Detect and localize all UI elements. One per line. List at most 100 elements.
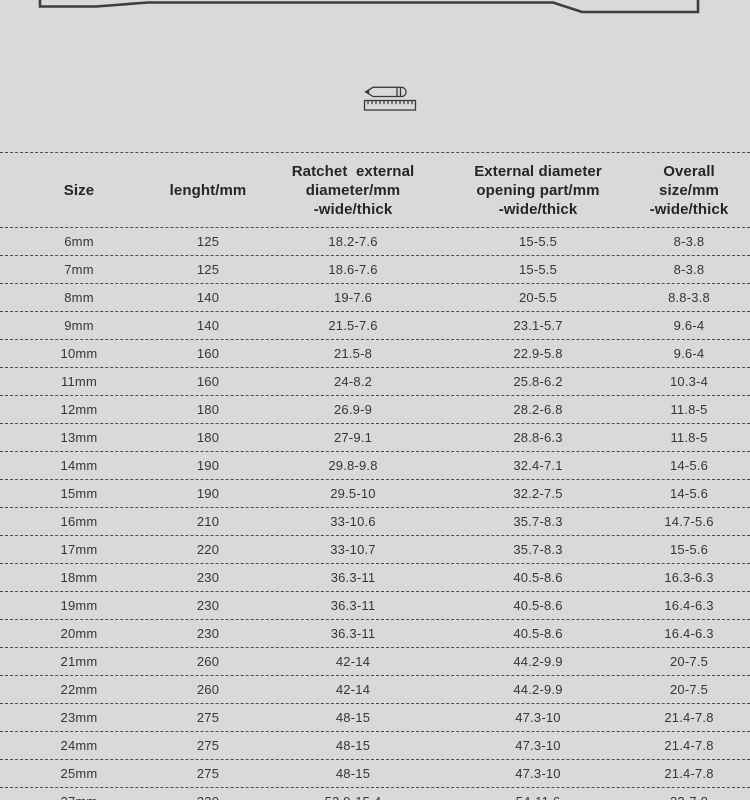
- cell-opening-diameter: 47.3-10: [515, 710, 561, 725]
- cell-opening-diameter: 35.7-8.3: [513, 542, 563, 557]
- cell-overall-size: 16.4-6.3: [664, 626, 714, 641]
- cell-size: 10mm: [60, 346, 98, 361]
- cell-size: 11mm: [61, 374, 97, 389]
- cell-length: 125: [196, 262, 220, 277]
- wrench-outline-illustration: [38, 0, 700, 14]
- cell-overall-size: 20-7.5: [669, 654, 709, 669]
- cell-ratchet-diameter: 36.3-11: [330, 570, 376, 585]
- cell-ratchet-diameter: 48-15: [335, 710, 371, 725]
- col-header-ratchet-diameter: Ratchet external diameter/mm -wide/thick: [291, 162, 415, 218]
- spec-table: Size lenght/mm Ratchet external diameter…: [0, 152, 750, 800]
- cell-ratchet-diameter: 21.5-7.6: [328, 318, 378, 333]
- table-row: 27mm 330 52.9-15.4 54-11.6 23-7.8: [0, 788, 750, 800]
- cell-length: 160: [196, 346, 220, 361]
- cell-opening-diameter: 47.3-10: [515, 766, 561, 781]
- col-header-opening-diameter: External diameter opening part/mm -wide/…: [474, 162, 602, 218]
- table-row: 22mm 260 42-14 44.2-9.9 20-7.5: [0, 676, 750, 704]
- cell-opening-diameter: 40.5-8.6: [513, 598, 563, 613]
- ruler-icon: [363, 99, 417, 111]
- table-row: 19mm 230 36.3-11 40.5-8.6 16.4-6.3: [0, 592, 750, 620]
- col-header-length: lenght/mm: [169, 181, 247, 199]
- cell-length: 330: [158, 794, 258, 800]
- table-row: 7mm 125 18.6-7.6 15-5.5 8-3.8: [0, 256, 750, 284]
- pencil-icon: [364, 86, 407, 98]
- cell-overall-size: 23-7.8: [628, 794, 750, 800]
- cell-ratchet-diameter: 24-8.2: [333, 374, 373, 389]
- cell-size: 20mm: [60, 626, 98, 641]
- cell-overall-size: 21.4-7.8: [664, 710, 714, 725]
- cell-ratchet-diameter: 18.6-7.6: [328, 262, 378, 277]
- cell-size: 12mm: [60, 402, 98, 417]
- col-header-overall-size: Overall size/mm -wide/thick: [649, 162, 729, 218]
- table-row: 10mm 160 21.5-8 22.9-5.8 9.6-4: [0, 340, 750, 368]
- cell-ratchet-diameter: 48-15: [335, 766, 371, 781]
- cell-length: 275: [196, 738, 220, 753]
- cell-opening-diameter: 22.9-5.8: [513, 346, 563, 361]
- cell-overall-size: 8.8-3.8: [668, 290, 710, 305]
- pencil-ruler-icon: [363, 86, 417, 111]
- cell-overall-size: 8-3.8: [673, 262, 705, 277]
- cell-length: 140: [196, 290, 220, 305]
- cell-overall-size: 9.6-4: [673, 346, 705, 361]
- cell-ratchet-diameter: 42-14: [335, 682, 371, 697]
- cell-size: 15mm: [60, 486, 98, 501]
- cell-length: 220: [196, 542, 220, 557]
- cell-overall-size: 14-5.6: [669, 486, 709, 501]
- cell-overall-size: 20-7.5: [669, 682, 709, 697]
- cell-overall-size: 16.4-6.3: [664, 598, 714, 613]
- cell-overall-size: 15-5.6: [669, 542, 709, 557]
- cell-opening-diameter: 44.2-9.9: [513, 654, 563, 669]
- cell-overall-size: 11.8-5: [670, 402, 708, 417]
- cell-overall-size: 11.8-5: [670, 430, 708, 445]
- cell-ratchet-diameter: 36.3-11: [330, 626, 376, 641]
- cell-length: 210: [196, 514, 220, 529]
- cell-length: 260: [196, 682, 220, 697]
- cell-length: 190: [196, 458, 220, 473]
- cell-size: 17mm: [60, 542, 98, 557]
- cell-length: 230: [196, 598, 220, 613]
- cell-size: 19mm: [60, 598, 98, 613]
- cell-opening-diameter: 20-5.5: [518, 290, 558, 305]
- cell-length: 180: [196, 430, 220, 445]
- table-row: 21mm 260 42-14 44.2-9.9 20-7.5: [0, 648, 750, 676]
- cell-overall-size: 8-3.8: [673, 234, 705, 249]
- table-row: 13mm 180 27-9.1 28.8-6.3 11.8-5: [0, 424, 750, 452]
- table-row: 23mm 275 48-15 47.3-10 21.4-7.8: [0, 704, 750, 732]
- cell-ratchet-diameter: 36.3-11: [330, 598, 376, 613]
- table-row: 8mm 140 19-7.6 20-5.5 8.8-3.8: [0, 284, 750, 312]
- col-header-size: Size: [63, 181, 95, 199]
- cell-opening-diameter: 44.2-9.9: [513, 682, 563, 697]
- table-row: 6mm 125 18.2-7.6 15-5.5 8-3.8: [0, 228, 750, 256]
- table-row: 16mm 210 33-10.6 35.7-8.3 14.7-5.6: [0, 508, 750, 536]
- table-row: 9mm 140 21.5-7.6 23.1-5.7 9.6-4: [0, 312, 750, 340]
- cell-opening-diameter: 25.8-6.2: [513, 374, 563, 389]
- cell-opening-diameter: 15-5.5: [518, 234, 558, 249]
- cell-size: 16mm: [60, 514, 98, 529]
- cell-overall-size: 9.6-4: [673, 318, 705, 333]
- cell-opening-diameter: 54-11.6: [448, 794, 628, 800]
- cell-size: 25mm: [60, 766, 98, 781]
- cell-size: 18mm: [60, 570, 98, 585]
- cell-ratchet-diameter: 26.9-9: [333, 402, 373, 417]
- cell-ratchet-diameter: 33-10.6: [330, 514, 376, 529]
- cell-ratchet-diameter: 29.8-9.8: [328, 458, 378, 473]
- cell-size: 22mm: [60, 682, 98, 697]
- table-row: 20mm 230 36.3-11 40.5-8.6 16.4-6.3: [0, 620, 750, 648]
- cell-opening-diameter: 28.2-6.8: [513, 402, 563, 417]
- table-row: 25mm 275 48-15 47.3-10 21.4-7.8: [0, 760, 750, 788]
- cell-size: 13mm: [60, 430, 98, 445]
- table-row: 17mm 220 33-10.7 35.7-8.3 15-5.6: [0, 536, 750, 564]
- cell-overall-size: 14-5.6: [669, 458, 709, 473]
- cell-ratchet-diameter: 21.5-8: [333, 346, 373, 361]
- table-body: 6mm 125 18.2-7.6 15-5.5 8-3.8 7mm 125 18…: [0, 228, 750, 800]
- cell-opening-diameter: 23.1-5.7: [513, 318, 563, 333]
- cell-length: 275: [196, 766, 220, 781]
- table-row: 15mm 190 29.5-10 32.2-7.5 14-5.6: [0, 480, 750, 508]
- cell-overall-size: 21.4-7.8: [664, 766, 714, 781]
- cell-opening-diameter: 40.5-8.6: [513, 626, 563, 641]
- table-row: 24mm 275 48-15 47.3-10 21.4-7.8: [0, 732, 750, 760]
- cell-length: 230: [196, 570, 220, 585]
- cell-size: 7mm: [64, 262, 94, 277]
- cell-ratchet-diameter: 27-9.1: [333, 430, 373, 445]
- cell-opening-diameter: 35.7-8.3: [513, 514, 563, 529]
